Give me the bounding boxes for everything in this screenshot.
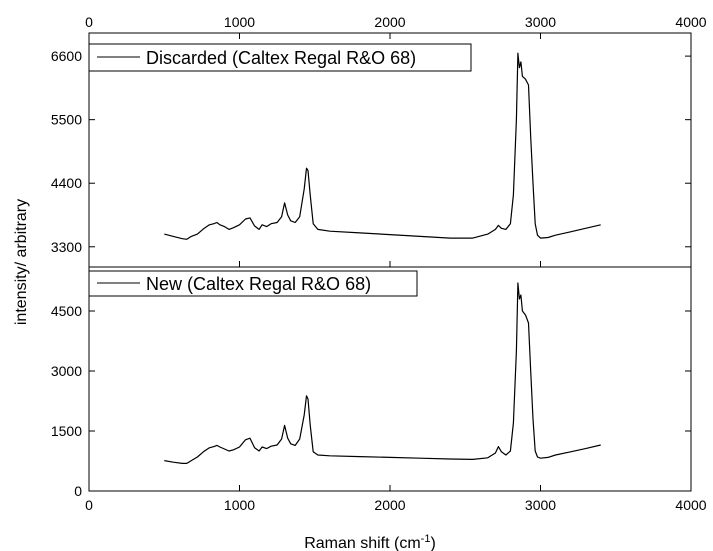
y-tick-label-p1-1: 1500 [51, 423, 82, 439]
x-tick-label-top-3: 3000 [525, 14, 556, 30]
y-tick-label-p0-2: 5500 [51, 112, 82, 128]
series-line-p1 [164, 282, 601, 464]
y-tick-label-p0-1: 4400 [51, 175, 82, 191]
x-tick-label-bottom-2: 2000 [374, 497, 405, 513]
legend-bottom-label: New (Caltex Regal R&O 68) [146, 274, 371, 294]
x-tick-label-top-0: 0 [85, 14, 93, 30]
legend-bottom-box [88, 270, 418, 297]
x-axis-title-main: Raman shift (cm [304, 535, 420, 551]
x-axis-title-sup: -1 [421, 533, 431, 545]
series-line-p0 [164, 52, 601, 240]
x-tick-label-bottom-0: 0 [85, 497, 93, 513]
x-tick-label-top-2: 2000 [374, 14, 405, 30]
x-tick-label-bottom-4: 4000 [675, 497, 706, 513]
legend-bottom: New (Caltex Regal R&O 68) [88, 270, 418, 297]
x-axis-title-close: ) [430, 535, 435, 551]
legend-top-box [88, 43, 472, 72]
x-tick-label-bottom-1: 1000 [224, 497, 255, 513]
y-tick-label-p0-0: 3300 [51, 239, 82, 255]
x-axis-title: Raman shift (cm-1) [304, 533, 436, 551]
legend-top: Discarded (Caltex Regal R&O 68) [88, 43, 472, 72]
legend-top-label: Discarded (Caltex Regal R&O 68) [146, 48, 416, 68]
y-tick-label-p1-3: 4500 [51, 303, 82, 319]
series-layer [164, 52, 601, 464]
y-tick-label-p0-3: 6600 [51, 48, 82, 64]
x-tick-label-top-4: 4000 [675, 14, 706, 30]
x-tick-label-top-1: 1000 [224, 14, 255, 30]
ticks-layer: 0010001000200020003000300040004000330044… [51, 14, 707, 513]
y-tick-label-p1-0: 0 [74, 483, 82, 499]
y-tick-label-p1-2: 3000 [51, 363, 82, 379]
x-tick-label-bottom-3: 3000 [525, 497, 556, 513]
y-axis-title: intensity/ arbitrary [13, 199, 30, 325]
